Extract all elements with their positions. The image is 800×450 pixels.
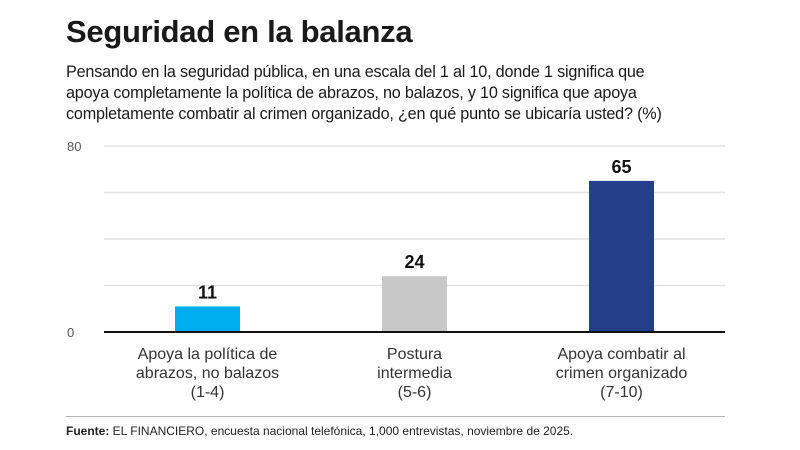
x-tick-label-line: (7-10) bbox=[600, 384, 643, 401]
subtitle-line: completamente combatir al crimen organiz… bbox=[66, 105, 662, 123]
x-tick-label-line: crimen organizado bbox=[556, 365, 688, 382]
x-axis-labels: Apoya la política de abrazos, no balazos (… bbox=[136, 346, 688, 401]
bar bbox=[589, 180, 654, 332]
x-tick-label: Postura intermedia (5-6) bbox=[377, 346, 452, 401]
y-tick-label: 0 bbox=[67, 325, 74, 340]
x-tick-label-line: abrazos, no balazos bbox=[136, 365, 279, 382]
x-tick-label-line: Apoya la política de bbox=[138, 346, 278, 363]
x-tick-label-line: (5-6) bbox=[398, 384, 432, 401]
x-tick-label-line: Apoya combatir al bbox=[557, 346, 685, 363]
value-label: 24 bbox=[404, 252, 424, 272]
value-label: 65 bbox=[611, 157, 631, 177]
bar bbox=[382, 276, 447, 332]
x-tick-label: Apoya la política de abrazos, no balazos (… bbox=[136, 346, 279, 401]
x-tick-label: Apoya combatir al crimen organizado (7-10) bbox=[556, 346, 688, 401]
chart-subtitle: Pensando en la seguridad pública, en una… bbox=[66, 62, 746, 125]
x-tick-label-line: Postura bbox=[387, 346, 442, 363]
x-tick-label-line: intermedia bbox=[377, 365, 452, 382]
source-text: EL FINANCIERO, encuesta nacional telefón… bbox=[109, 424, 574, 438]
value-labels: 11 24 65 bbox=[198, 157, 632, 303]
bar bbox=[175, 306, 240, 332]
subtitle-line: Pensando en la seguridad pública, en una… bbox=[66, 63, 645, 81]
x-tick-label-line: (1-4) bbox=[191, 384, 225, 401]
y-axis-ticks: 0 80 bbox=[67, 139, 81, 340]
source-note: Fuente: EL FINANCIERO, encuesta nacional… bbox=[66, 424, 573, 438]
chart-title: Seguridad en la balanza bbox=[66, 14, 413, 49]
footer-separator bbox=[66, 416, 725, 417]
y-tick-label: 80 bbox=[67, 139, 81, 154]
bars bbox=[175, 180, 654, 332]
source-label: Fuente: bbox=[66, 424, 110, 438]
subtitle-line: apoya completamente la política de abraz… bbox=[66, 84, 637, 102]
value-label: 11 bbox=[198, 282, 217, 302]
